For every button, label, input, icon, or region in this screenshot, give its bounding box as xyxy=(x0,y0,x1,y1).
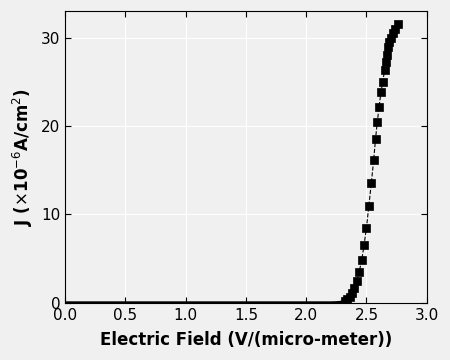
Y-axis label: J ($\times$10$^{-6}$A/cm$^2$): J ($\times$10$^{-6}$A/cm$^2$) xyxy=(11,88,35,226)
X-axis label: Electric Field (V/(micro-meter)): Electric Field (V/(micro-meter)) xyxy=(100,331,392,349)
